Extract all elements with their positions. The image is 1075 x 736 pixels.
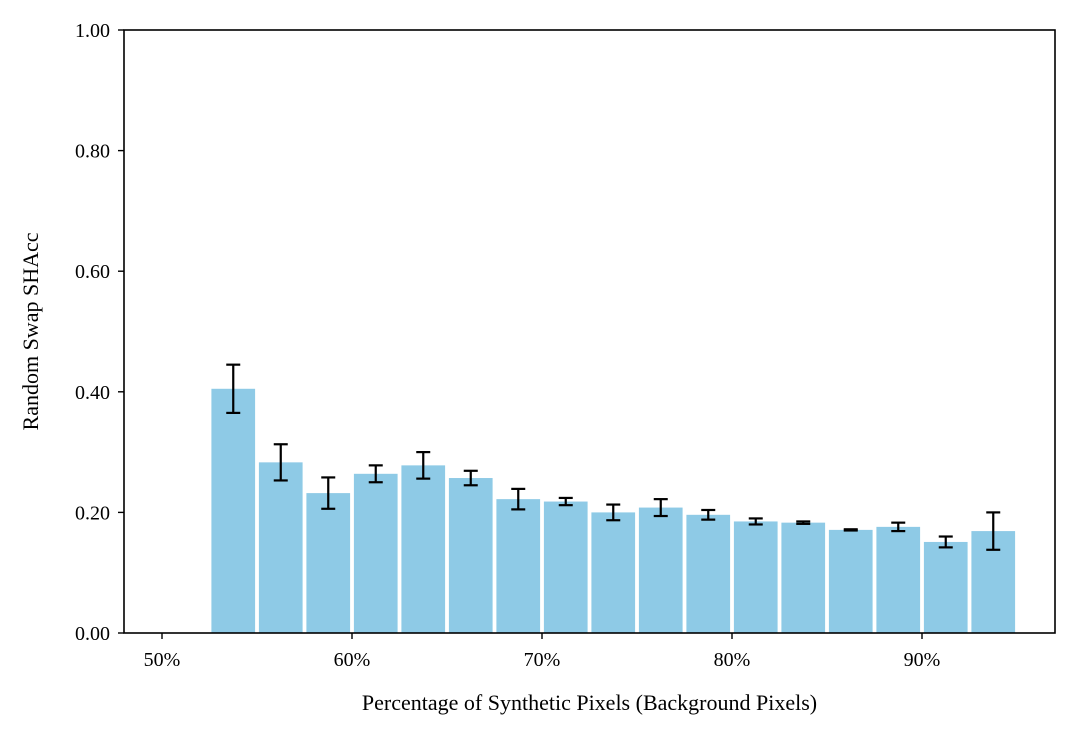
error-bar-6 <box>511 487 526 511</box>
bar-1 <box>258 462 303 633</box>
error-bar-8 <box>606 503 621 522</box>
x-axis: 50% 60% 70% 80% 90% <box>144 633 941 671</box>
bar-8 <box>591 512 636 633</box>
x-axis-label: Percentage of Synthetic Pixels (Backgrou… <box>362 690 817 715</box>
error-bar-9 <box>653 498 668 518</box>
y-tick-label-4: 0.80 <box>75 141 110 163</box>
bar-5 <box>448 478 493 633</box>
y-tick-label-5: 1.00 <box>75 20 110 42</box>
error-bar-15 <box>938 535 953 549</box>
y-axis-label: Random Swap SHAcc <box>18 232 43 430</box>
error-bar-1 <box>273 443 288 482</box>
y-tick-label-1: 0.20 <box>75 502 110 524</box>
bar-0 <box>211 388 256 633</box>
bar-7 <box>543 501 588 633</box>
bar-3 <box>353 473 398 633</box>
bars-layer <box>211 388 1016 633</box>
error-bar-16 <box>986 511 1001 551</box>
error-bar-11 <box>748 517 763 526</box>
x-tick-label-3: 80% <box>714 649 751 671</box>
error-bar-4 <box>416 451 431 480</box>
bar-13 <box>828 529 873 633</box>
bar-14 <box>876 526 921 633</box>
y-axis: 0.00 0.20 0.40 0.60 0.80 1.00 <box>75 20 124 645</box>
error-bar-7 <box>558 496 573 507</box>
y-tick-label-0: 0.00 <box>75 623 110 645</box>
bar-2 <box>306 493 351 633</box>
error-bars-layer <box>226 363 1001 551</box>
bar-12 <box>781 522 826 633</box>
bar-15 <box>923 541 968 633</box>
error-bar-14 <box>891 521 906 533</box>
bar-11 <box>733 521 778 633</box>
x-tick-label-1: 60% <box>334 649 371 671</box>
error-bar-13 <box>843 528 858 532</box>
bar-4 <box>401 465 446 633</box>
x-tick-label-0: 50% <box>144 649 181 671</box>
y-tick-label-3: 0.60 <box>75 261 110 283</box>
bar-6 <box>496 499 541 633</box>
error-bar-0 <box>226 363 241 415</box>
plot-frame <box>123 29 1056 634</box>
error-bar-10 <box>701 508 716 521</box>
x-tick-label-4: 90% <box>904 649 941 671</box>
error-bar-3 <box>368 464 383 484</box>
error-bar-5 <box>463 469 478 487</box>
error-bar-12 <box>796 520 811 525</box>
y-tick-label-2: 0.40 <box>75 382 110 404</box>
error-bar-2 <box>321 476 336 510</box>
x-tick-label-2: 70% <box>524 649 561 671</box>
bar-9 <box>638 507 683 633</box>
bar-10 <box>686 514 731 633</box>
